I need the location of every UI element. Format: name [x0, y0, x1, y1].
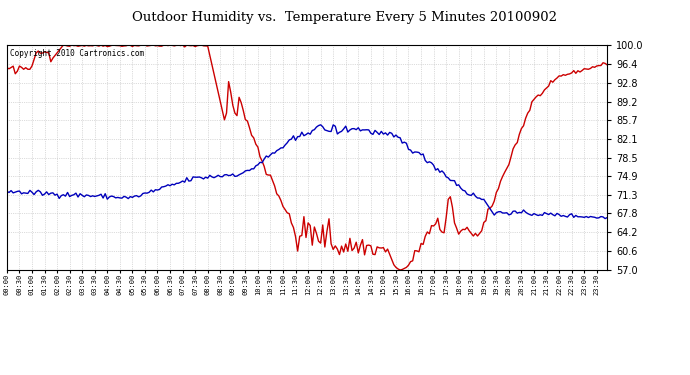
- Text: Outdoor Humidity vs.  Temperature Every 5 Minutes 20100902: Outdoor Humidity vs. Temperature Every 5…: [132, 11, 558, 24]
- Text: Copyright 2010 Cartronics.com: Copyright 2010 Cartronics.com: [10, 50, 144, 58]
